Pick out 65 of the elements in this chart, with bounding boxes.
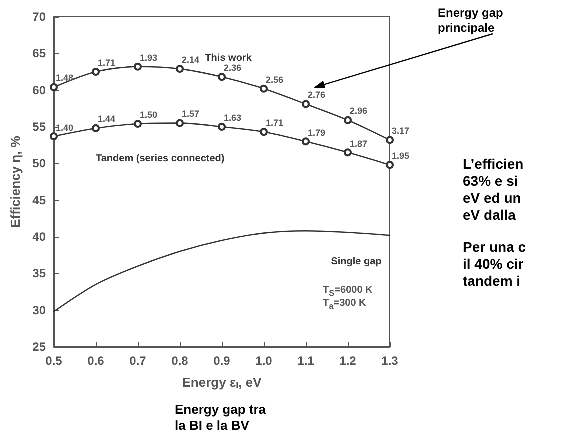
annotation: 2.76 [308,90,326,100]
point [92,68,100,76]
annotation: 1.95 [392,151,410,162]
point [386,136,394,144]
annotation: 1.93 [140,52,158,63]
point [134,120,142,128]
point [260,128,268,136]
point [50,83,58,92]
text: Tandem (series connected) [96,154,225,165]
annotation: 1.71 [98,58,116,68]
y-tick-label: 60 [32,83,46,98]
x-tick-label: 0.8 [172,354,189,368]
y-tick-label: 65 [32,46,46,61]
annotation: 1.71 [266,118,284,128]
text: Energy gap principale [438,6,504,36]
series-label: This work [205,53,252,64]
point [176,119,184,128]
y-tick-label: 70 [32,10,46,24]
point [344,148,352,157]
point [218,73,226,82]
y-tick-label: 30 [32,303,46,318]
y-tick-label: 55 [32,120,46,134]
point [218,123,226,131]
text: L’efficien 63% e si eV ed un eV dalla [463,156,524,224]
x-tick-label: 1.3 [382,354,399,368]
y-tick-label: 45 [32,193,46,208]
y-tick-label: 40 [32,230,46,244]
y-tick-label: 35 [32,266,46,281]
annotation: 1.87 [350,138,368,149]
point [344,116,352,124]
annotation: 2.36 [224,63,242,74]
point [260,84,268,93]
annotation: 1.50 [140,110,158,120]
point [92,124,100,132]
point [302,138,310,146]
point [134,62,142,71]
annotation: 1.44 [98,114,116,124]
point [50,132,58,141]
x-tick-label: 1.1 [298,354,315,368]
annotation: 3.17 [392,126,410,136]
x-tick-label: 1.0 [256,354,273,368]
annotation: T$_{S}$=6000 K T$_{a}$=300 K [323,285,373,312]
x-tick-label: 0.7 [130,354,147,368]
annotation: 1.57 [182,109,200,120]
annotation: 1.79 [308,128,326,138]
point [176,65,184,74]
annotation: 2.14 [182,55,200,66]
text: Per una c il 40% cir tandem i [463,239,526,290]
line-series [53,230,391,312]
annotation: 1.48 [56,73,74,84]
point [302,100,310,108]
x-tick-label: 1.2 [340,354,357,368]
y-axis-title: Efficiency η, % [8,136,23,228]
x-tick-label: 0.6 [88,354,105,368]
text: Energy gap tra la BI e la BV [175,402,266,434]
annotation: 2.96 [350,106,368,116]
point [386,161,394,170]
text: Single gap [331,256,382,268]
annotation: 1.40 [56,122,74,133]
y-tick-label: 25 [32,340,46,354]
annotation: 2.56 [266,74,284,85]
x-tick-label: 0.9 [214,354,231,368]
annotation: 1.63 [224,113,242,123]
y-tick-label: 50 [32,156,46,171]
x-tick-label: 0.5 [46,354,63,368]
